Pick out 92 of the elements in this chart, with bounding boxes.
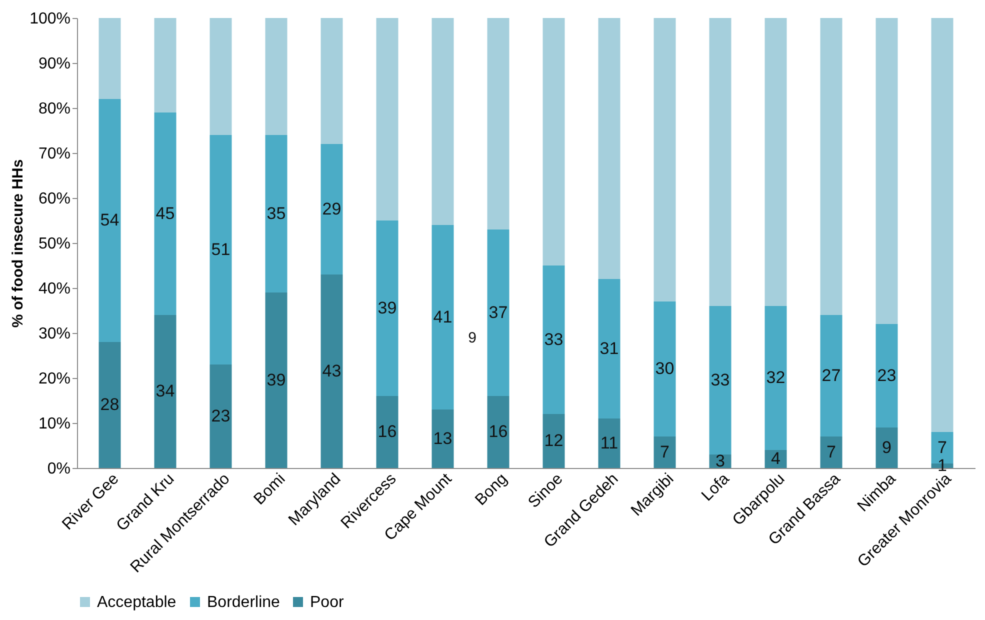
legend-label: Poor bbox=[310, 594, 344, 611]
bar bbox=[598, 18, 620, 279]
bar bbox=[98, 342, 121, 468]
y-tick-label: 30% bbox=[38, 326, 70, 342]
data-label: 16 bbox=[378, 422, 397, 441]
bar bbox=[598, 418, 620, 468]
bar bbox=[320, 18, 343, 144]
bar bbox=[487, 18, 510, 230]
bar bbox=[432, 410, 454, 468]
bar bbox=[542, 266, 565, 414]
bar bbox=[210, 135, 232, 364]
bar bbox=[542, 414, 565, 468]
data-label: 23 bbox=[877, 366, 896, 385]
y-tick-label: 0% bbox=[47, 460, 70, 478]
bar bbox=[709, 18, 732, 306]
bar bbox=[432, 225, 454, 410]
bar bbox=[876, 18, 898, 324]
bar bbox=[265, 18, 288, 135]
bar bbox=[876, 324, 898, 428]
bar bbox=[210, 364, 232, 468]
y-tick-label: 40% bbox=[38, 280, 70, 298]
data-label: 23 bbox=[211, 406, 230, 426]
data-label: 31 bbox=[600, 338, 619, 358]
data-label: 12 bbox=[544, 431, 564, 450]
bar bbox=[820, 436, 842, 468]
bar bbox=[876, 428, 898, 468]
data-label: 9 bbox=[882, 438, 892, 457]
y-tick-label: 90% bbox=[38, 56, 70, 72]
bar bbox=[210, 18, 232, 135]
legend-label: Borderline bbox=[207, 594, 280, 611]
y-tick-label: 20% bbox=[38, 370, 70, 388]
data-label: 11 bbox=[600, 433, 618, 452]
y-tick-label: 60% bbox=[38, 190, 70, 208]
bar bbox=[820, 18, 842, 315]
bar bbox=[265, 292, 288, 468]
y-tick-label: 100% bbox=[30, 10, 70, 28]
data-label: 41 bbox=[433, 307, 452, 326]
data-label: 43 bbox=[322, 361, 342, 380]
bar bbox=[598, 279, 620, 418]
data-label: 29 bbox=[322, 199, 342, 218]
data-label: 13 bbox=[433, 428, 452, 448]
y-axis-title: % of food insecure HHs bbox=[10, 159, 27, 328]
data-label: 32 bbox=[766, 368, 786, 387]
bar bbox=[432, 18, 454, 225]
data-label: 30 bbox=[655, 359, 674, 378]
bar bbox=[654, 302, 676, 436]
data-label: 37 bbox=[488, 302, 508, 322]
bar bbox=[376, 18, 398, 220]
bar bbox=[487, 396, 510, 468]
bar bbox=[931, 18, 954, 432]
bar bbox=[320, 144, 343, 274]
bar bbox=[376, 220, 398, 396]
bar bbox=[154, 112, 176, 315]
bar bbox=[654, 436, 676, 468]
bar bbox=[154, 18, 176, 112]
data-label: 7 bbox=[938, 438, 947, 457]
data-label: 51 bbox=[211, 240, 230, 259]
bar bbox=[709, 306, 732, 454]
data-label: 3 bbox=[716, 451, 725, 470]
bar bbox=[376, 396, 398, 468]
bar bbox=[764, 306, 787, 450]
data-label: 35 bbox=[266, 204, 286, 223]
bar bbox=[542, 18, 565, 266]
y-tick-label: 80% bbox=[38, 100, 70, 118]
bar bbox=[320, 274, 343, 468]
data-label: 34 bbox=[156, 382, 175, 400]
legend-label: Acceptable bbox=[97, 594, 176, 611]
bar bbox=[654, 18, 676, 302]
bar bbox=[487, 230, 510, 396]
data-label: 54 bbox=[100, 210, 120, 230]
data-label: 39 bbox=[378, 298, 397, 318]
bar bbox=[154, 315, 176, 468]
y-tick-label: 70% bbox=[38, 146, 70, 162]
data-label: 33 bbox=[544, 330, 564, 349]
bar bbox=[98, 99, 121, 342]
data-label: 7 bbox=[826, 442, 836, 462]
data-label: 45 bbox=[156, 204, 175, 223]
data-label: 27 bbox=[822, 366, 841, 385]
y-tick-label: 50% bbox=[38, 236, 70, 252]
annotation: 9 bbox=[468, 330, 476, 346]
data-label: 33 bbox=[710, 370, 730, 390]
bar bbox=[265, 135, 288, 292]
data-label: 39 bbox=[266, 370, 286, 390]
data-label: 4 bbox=[771, 449, 780, 468]
y-tick-label: 10% bbox=[38, 416, 70, 432]
bar bbox=[98, 18, 121, 99]
data-label: 7 bbox=[660, 442, 670, 462]
x-tick-label: Lofa bbox=[698, 470, 733, 505]
bar bbox=[820, 315, 842, 436]
bar bbox=[764, 18, 787, 306]
data-label: 16 bbox=[488, 422, 508, 441]
data-label: 28 bbox=[100, 395, 120, 414]
